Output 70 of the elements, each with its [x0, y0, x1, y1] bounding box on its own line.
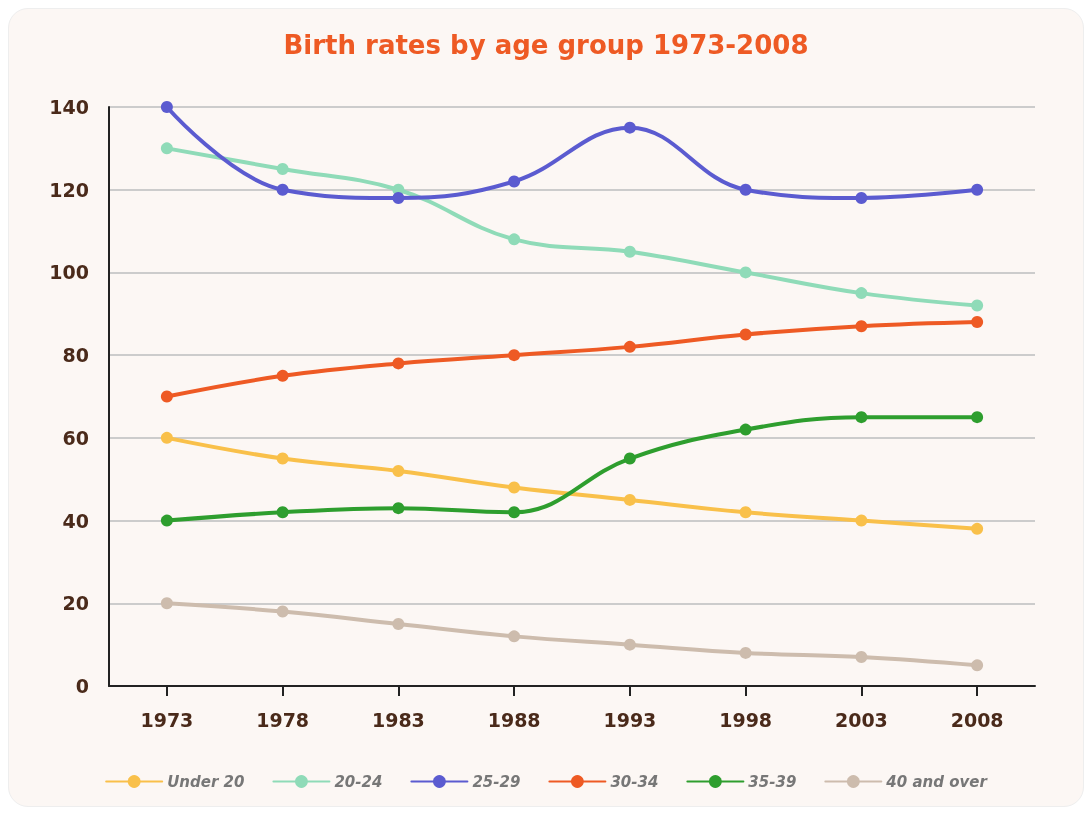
x-tick-label: 1988 [487, 708, 541, 731]
point [855, 320, 868, 333]
point [508, 175, 521, 188]
point [971, 299, 984, 312]
x-tick-label: 2003 [834, 708, 888, 731]
y-tick-label: 120 [49, 178, 89, 201]
point [160, 514, 173, 527]
point [276, 369, 289, 382]
x-tick-label: 1973 [140, 708, 194, 731]
point [971, 411, 984, 424]
point [623, 493, 636, 506]
x-tick-label: 1978 [256, 708, 310, 731]
point [623, 245, 636, 258]
point [276, 183, 289, 196]
point [739, 423, 752, 436]
y-tick-label: 0 [75, 675, 89, 697]
y-tick-label: 40 [62, 509, 89, 532]
point [971, 659, 984, 672]
legend-label: Under 20 [167, 772, 245, 791]
y-tick-label: 80 [62, 344, 89, 367]
chart-title: Birth rates by age group 1973-2008 [283, 30, 809, 60]
point [855, 191, 868, 204]
point [508, 630, 521, 643]
point [739, 646, 752, 659]
point [855, 651, 868, 664]
point [508, 506, 521, 519]
point [739, 328, 752, 341]
legend-label: 20-24 [334, 772, 383, 791]
point [508, 233, 521, 246]
point [971, 522, 984, 535]
point [508, 481, 521, 494]
point [971, 183, 984, 196]
point [392, 617, 405, 630]
y-tick-label: 60 [62, 426, 89, 449]
y-tick-label: 100 [49, 261, 89, 284]
x-tick-label: 1993 [603, 708, 657, 731]
point [855, 287, 868, 300]
point [160, 101, 173, 113]
point [160, 390, 173, 403]
point [392, 502, 405, 515]
point [623, 638, 636, 651]
point [276, 452, 289, 465]
x-tick-label: 2008 [950, 708, 1004, 731]
point [160, 142, 173, 155]
legend-label: 35-39 [748, 772, 797, 791]
legend-label: 25-29 [472, 772, 521, 791]
point [160, 431, 173, 444]
y-tick-label: 140 [49, 96, 89, 118]
point [855, 514, 868, 527]
point [392, 464, 405, 477]
point [160, 597, 173, 610]
point [739, 266, 752, 279]
point [623, 340, 636, 353]
legend-label: 30-34 [610, 772, 659, 791]
point [276, 506, 289, 519]
point [392, 357, 405, 370]
point [623, 452, 636, 465]
point [392, 191, 405, 204]
legend-label: 40 and over [885, 772, 989, 791]
point [623, 121, 636, 134]
x-tick-label: 1998 [719, 708, 773, 731]
x-tick-label: 1983 [371, 708, 425, 731]
point [276, 163, 289, 176]
point [508, 349, 521, 362]
point [855, 411, 868, 424]
point [971, 316, 984, 329]
point [739, 183, 752, 196]
y-tick-label: 20 [62, 592, 89, 615]
point [276, 605, 289, 618]
point [739, 506, 752, 519]
